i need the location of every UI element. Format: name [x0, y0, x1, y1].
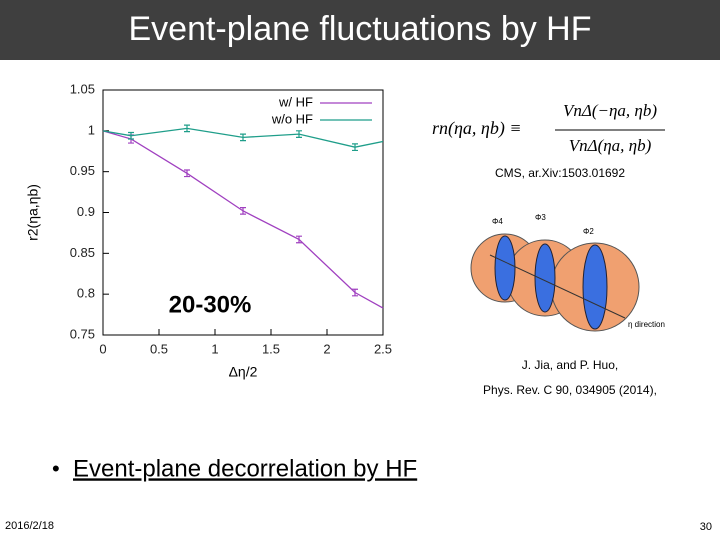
error-bar [128, 131, 134, 140]
diagram-label: Φ3 [535, 213, 546, 222]
y-tick-label: 0.9 [77, 204, 95, 219]
error-bar [352, 143, 358, 152]
error-bar [296, 130, 302, 138]
date: 2016/2/18 [5, 520, 54, 532]
error-bar [240, 207, 246, 215]
ellipse [534, 243, 556, 313]
diagram-label: Φ2 [583, 227, 594, 236]
formula-numerator: VnΔ(−ηa, ηb) [563, 101, 657, 120]
y-tick-label: 0.75 [70, 326, 95, 341]
x-tick-label: 2.5 [374, 341, 392, 356]
formula-denominator: VnΔ(ηa, ηb) [569, 136, 652, 155]
x-tick-label: 2 [323, 341, 330, 356]
bullet-dot: • [52, 456, 60, 481]
y-tick-label: 0.85 [70, 245, 95, 260]
arrow [489, 254, 626, 319]
ellipse [582, 244, 608, 330]
diagram-label: Φ4 [492, 217, 503, 226]
y-tick-label: 1 [88, 122, 95, 137]
reference: Phys. Rev. C 90, 034905 (2014), [483, 383, 657, 397]
formula-lhs: rn(ηa, ηb) ≡ [432, 118, 522, 139]
annotation: 20-30% [169, 291, 252, 318]
error-bar [240, 133, 246, 142]
diagram-label: η direction [628, 320, 665, 329]
chart: 0.75 0.8 0.85 0.9 0.95 1 1.05 0 0.5 1 1.5 2 2.5 Δη/2 r… [25, 81, 392, 379]
y-axis-label: r2(ηa,ηb) [25, 184, 41, 241]
x-tick-label: 0 [99, 341, 106, 356]
slide-title: Event-plane fluctuations by HF [128, 10, 591, 48]
y-tick-label: 0.8 [77, 286, 95, 301]
legend-label: w/ HF [278, 94, 313, 109]
ellipse [494, 235, 516, 301]
series-line [102, 130, 384, 309]
y-tick-label: 0.95 [70, 163, 95, 178]
reference: J. Jia, and P. Huo, [522, 358, 619, 372]
x-axis-label: Δη/2 [229, 364, 258, 380]
x-tick-label: 0.5 [150, 341, 168, 356]
page-number: 30 [700, 521, 712, 533]
x-tick-label: 1 [211, 341, 218, 356]
diagram: Φ4 Φ3 Φ2 η direction [470, 213, 665, 332]
reference: CMS, ar.Xiv:1503.01692 [495, 166, 625, 180]
error-bar [296, 235, 302, 244]
y-tick-label: 1.05 [70, 81, 95, 96]
title-bar [0, 0, 720, 60]
x-tick-label: 1.5 [262, 341, 280, 356]
error-bar [184, 124, 190, 133]
bullet-text: Event-plane decorrelation by HF [73, 455, 417, 482]
error-bar [184, 169, 190, 178]
legend-label: w/o HF [271, 111, 313, 126]
error-bar [352, 288, 358, 297]
